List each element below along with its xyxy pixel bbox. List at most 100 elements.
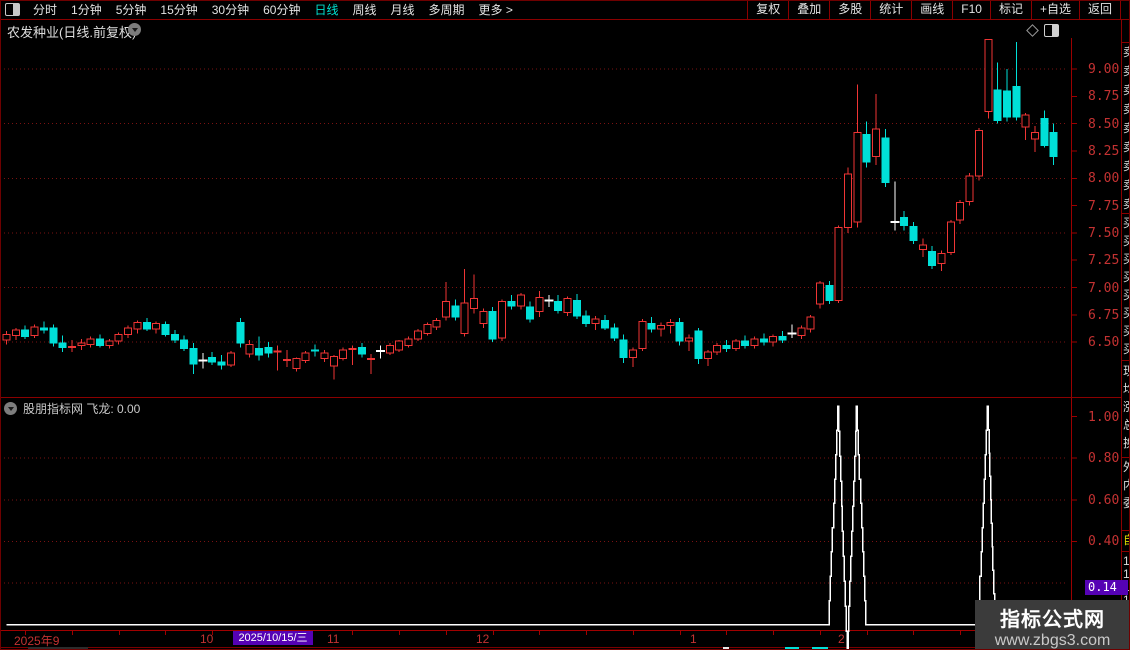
time-tick (72, 631, 73, 635)
candlestick (498, 299, 507, 342)
candlestick (731, 338, 740, 351)
candlestick (1012, 41, 1021, 121)
quote-strip-char: 买 (1123, 343, 1130, 356)
time-tick (633, 631, 634, 635)
quote-strip-char: 委 (1123, 497, 1130, 510)
tool-button-6[interactable]: 标记 (991, 0, 1032, 19)
quote-strip-clipped[interactable]: 卖卖卖卖卖卖卖卖卖买买买买买买买买现均涨总换外内委自1111111 (1121, 0, 1130, 650)
candlestick (273, 345, 282, 371)
period-tab-9[interactable]: 多周期 (428, 2, 465, 17)
candlestick (161, 321, 170, 337)
candlestick (1002, 69, 1011, 122)
tool-button-7[interactable]: +自选 (1032, 0, 1080, 19)
main-candlestick-chart[interactable] (0, 38, 1080, 398)
candlestick (797, 325, 806, 339)
quote-strip-char: 涨 (1123, 401, 1130, 414)
price-axis-label: 6.75 (1088, 307, 1120, 323)
candlestick (535, 290, 544, 318)
quote-strip-char: 买 (1123, 217, 1130, 230)
candlestick (563, 296, 572, 316)
candlestick (1031, 125, 1039, 153)
tool-button-8[interactable]: 返回 (1080, 0, 1121, 19)
tool-button-1[interactable]: 叠加 (789, 0, 831, 19)
candlestick (488, 307, 497, 343)
candlestick (311, 344, 320, 357)
panel-divider[interactable] (0, 397, 1121, 398)
candlestick (909, 222, 918, 244)
tool-buttons: 复权 叠加 多股 统计 画线 F10 标记 +自选 返回 (747, 0, 1121, 19)
candlestick (152, 321, 161, 334)
candlestick (881, 129, 890, 188)
quote-strip-char: 卖 (1123, 141, 1130, 154)
time-tick (820, 631, 821, 635)
candlestick (124, 325, 133, 338)
candlestick (741, 335, 750, 349)
indicator-title: 股朋指标网 飞龙: 0.00 (23, 402, 141, 416)
quote-strip-char: 1 (1123, 567, 1130, 581)
tool-button-5[interactable]: F10 (953, 0, 991, 19)
period-tab-1[interactable]: 1分钟 (71, 2, 102, 17)
period-tab-3[interactable]: 15分钟 (160, 2, 198, 17)
time-axis-label: 2 (838, 632, 845, 646)
quote-strip-char: 买 (1123, 235, 1130, 248)
candlestick (694, 327, 703, 364)
candlestick (133, 320, 142, 334)
price-axis-label: 7.25 (1088, 253, 1120, 269)
quote-strip-char: 1 (1123, 554, 1130, 568)
candlestick (114, 332, 123, 345)
period-tab-7[interactable]: 周线 (352, 2, 377, 17)
watermark-title: 指标公式网 (1000, 609, 1105, 631)
time-tick (25, 631, 26, 635)
quote-strip-char: 卖 (1123, 179, 1130, 192)
quote-strip-char: 卖 (1123, 160, 1130, 173)
time-tick (212, 631, 213, 635)
candlestick (956, 200, 965, 225)
time-tick (399, 631, 400, 635)
split-pane-icon[interactable] (1044, 24, 1059, 37)
quote-strip-separator (1122, 530, 1130, 531)
period-tab-5[interactable]: 60分钟 (263, 2, 301, 17)
candlestick (806, 314, 815, 333)
period-tab-8[interactable]: 月线 (390, 2, 415, 17)
candlestick (937, 250, 946, 272)
candlestick (600, 314, 609, 331)
tool-button-0[interactable]: 复权 (748, 0, 790, 19)
candlestick (507, 295, 516, 310)
candlestick (834, 225, 843, 303)
tool-button-4[interactable]: 画线 (912, 0, 954, 19)
candlestick (544, 295, 554, 308)
period-tab-2[interactable]: 5分钟 (115, 2, 147, 17)
candlestick (470, 274, 478, 314)
candlestick (21, 325, 30, 339)
diamond-icon[interactable] (1026, 24, 1039, 37)
time-axis-label: 1 (690, 632, 697, 646)
period-tab-6[interactable]: 日线 (314, 2, 339, 17)
candlestick (591, 315, 600, 331)
text-fragment (28, 647, 88, 650)
candlestick (58, 335, 67, 352)
candlestick (226, 350, 235, 368)
candlestick (1040, 110, 1049, 148)
quote-strip-separator (1122, 42, 1130, 43)
time-tick (867, 631, 868, 635)
top-toolbar: 分时 1分钟 5分钟 15分钟 30分钟 60分钟 日线 周线 月线 多周期 更多 > 复权 叠加 多股… (0, 0, 1130, 20)
split-window-icon[interactable] (5, 3, 20, 16)
quote-strip-char: 卖 (1123, 46, 1130, 59)
quote-strip-char: 卖 (1123, 84, 1130, 97)
period-tab-4[interactable]: 30分钟 (211, 2, 250, 17)
candlestick (554, 295, 563, 314)
tool-button-2[interactable]: 多股 (830, 0, 872, 19)
chevron-down-icon[interactable] (4, 402, 17, 415)
quote-strip-char: 买 (1123, 307, 1130, 320)
candlestick (619, 334, 628, 363)
chevron-down-icon[interactable] (128, 23, 141, 36)
indicator-value-tag: 0.14 (1085, 580, 1128, 595)
candlestick (526, 301, 535, 323)
indicator-chart[interactable] (0, 398, 1080, 650)
period-tab-10[interactable]: 更多 > (478, 2, 513, 17)
tool-button-3[interactable]: 统计 (871, 0, 913, 19)
price-axis-label: 6.50 (1088, 335, 1120, 351)
period-tab-0[interactable]: 分时 (33, 2, 58, 17)
candlestick (254, 336, 263, 361)
candlestick (180, 335, 189, 351)
